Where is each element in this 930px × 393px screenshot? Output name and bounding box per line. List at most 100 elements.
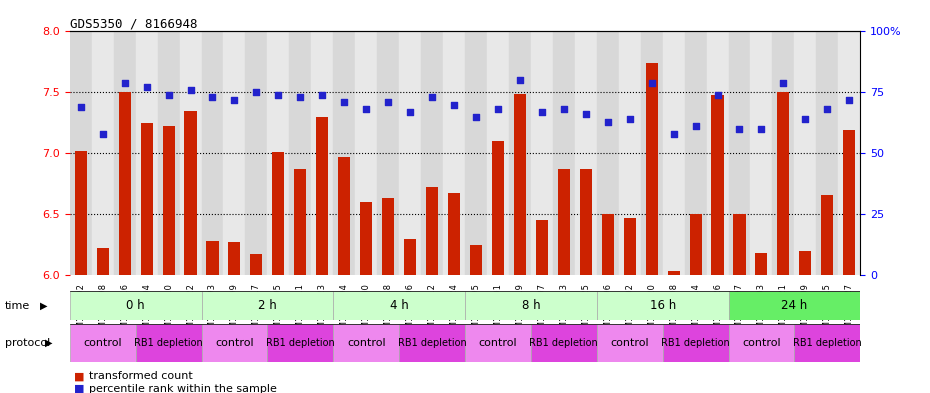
Bar <box>794 324 860 362</box>
Text: 16 h: 16 h <box>649 299 676 312</box>
Bar <box>684 31 707 275</box>
Bar <box>751 31 773 275</box>
Bar <box>294 169 306 275</box>
Point <box>183 87 198 93</box>
Bar <box>136 31 157 275</box>
Bar <box>668 272 680 275</box>
Text: control: control <box>84 338 122 348</box>
Bar <box>728 324 794 362</box>
Bar <box>316 117 328 275</box>
Bar <box>378 31 399 275</box>
Bar <box>728 31 751 275</box>
Bar <box>250 254 262 275</box>
Bar <box>734 214 746 275</box>
Bar <box>97 248 109 275</box>
Point <box>820 106 835 112</box>
Bar <box>246 31 267 275</box>
Point <box>535 109 550 115</box>
Bar <box>509 31 531 275</box>
Bar <box>163 127 175 275</box>
Point <box>600 118 615 125</box>
Text: GDS5350 / 8166948: GDS5350 / 8166948 <box>70 17 197 30</box>
Bar <box>136 324 202 362</box>
Text: 4 h: 4 h <box>390 299 408 312</box>
Point <box>380 99 395 105</box>
Point <box>512 77 527 83</box>
Bar <box>597 324 662 362</box>
Bar <box>206 241 219 275</box>
Bar <box>773 31 794 275</box>
Bar <box>448 193 460 275</box>
Bar <box>267 324 333 362</box>
Bar <box>333 291 465 320</box>
Bar <box>799 251 811 275</box>
Text: RB1 depletion: RB1 depletion <box>793 338 862 348</box>
Bar <box>711 95 724 275</box>
Bar <box>689 214 701 275</box>
Bar <box>443 31 465 275</box>
Point <box>644 79 659 86</box>
Point <box>140 84 154 91</box>
Text: protocol: protocol <box>5 338 50 348</box>
Bar <box>465 291 597 320</box>
Bar <box>333 31 355 275</box>
Bar <box>360 202 372 275</box>
Text: control: control <box>347 338 386 348</box>
Point <box>227 97 242 103</box>
Point <box>359 106 374 112</box>
Bar <box>74 151 86 275</box>
Bar <box>618 31 641 275</box>
Point <box>271 92 286 98</box>
Bar <box>202 324 267 362</box>
Point <box>161 92 176 98</box>
Bar <box>844 130 856 275</box>
Point <box>73 104 88 110</box>
Bar <box>70 291 202 320</box>
Bar <box>531 31 552 275</box>
Text: transformed count: transformed count <box>89 371 193 382</box>
Point <box>842 97 857 103</box>
Bar <box>487 31 509 275</box>
Bar <box>492 141 504 275</box>
Bar <box>404 239 416 275</box>
Bar <box>223 31 246 275</box>
Bar <box>755 253 767 275</box>
Point <box>403 109 418 115</box>
Bar <box>624 218 636 275</box>
Text: 0 h: 0 h <box>126 299 145 312</box>
Text: RB1 depletion: RB1 depletion <box>661 338 730 348</box>
Bar <box>113 31 136 275</box>
Text: ▶: ▶ <box>40 301 47 311</box>
Bar <box>70 31 92 275</box>
Text: RB1 depletion: RB1 depletion <box>266 338 335 348</box>
Point <box>446 101 461 108</box>
Bar <box>157 31 179 275</box>
Bar <box>597 31 618 275</box>
Bar <box>552 31 575 275</box>
Bar <box>119 92 131 275</box>
Point <box>776 79 790 86</box>
Bar <box>421 31 443 275</box>
Point <box>205 94 219 100</box>
Text: ■: ■ <box>74 371 85 382</box>
Bar <box>536 220 548 275</box>
Bar <box>267 31 289 275</box>
Text: control: control <box>479 338 517 348</box>
Text: 8 h: 8 h <box>522 299 540 312</box>
Bar <box>514 94 526 275</box>
Bar <box>289 31 312 275</box>
Point <box>798 116 813 122</box>
Bar <box>382 198 394 275</box>
Text: 2 h: 2 h <box>258 299 277 312</box>
Point <box>337 99 352 105</box>
Point <box>293 94 308 100</box>
Point <box>688 123 703 130</box>
Bar <box>202 291 333 320</box>
Text: time: time <box>5 301 30 311</box>
Bar <box>821 195 833 275</box>
Bar <box>202 31 223 275</box>
Point <box>578 111 593 118</box>
Point <box>556 106 571 112</box>
Point <box>711 92 725 98</box>
Text: ▶: ▶ <box>45 338 52 348</box>
